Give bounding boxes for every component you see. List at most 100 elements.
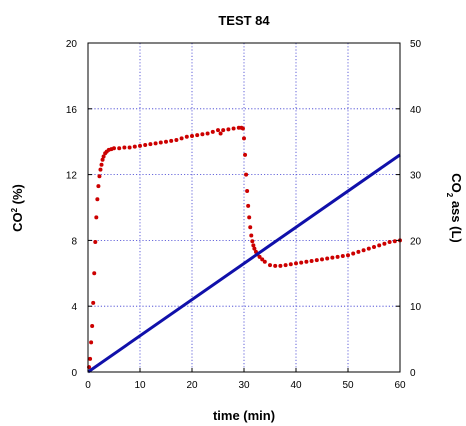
data-point: [200, 132, 205, 137]
data-point: [356, 249, 361, 254]
data-point: [164, 139, 168, 144]
data-point: [249, 233, 254, 238]
data-point: [299, 260, 304, 265]
x-tick-labels: 0 10 20 30 40 50 60: [85, 368, 406, 391]
data-point: [226, 127, 231, 132]
data-point: [99, 162, 104, 167]
data-point: [288, 262, 293, 267]
data-point: [294, 261, 298, 266]
y-left-tick-label: 16: [66, 105, 78, 116]
data-point: [169, 138, 174, 143]
data-point: [382, 241, 387, 246]
data-point: [132, 144, 137, 149]
data-point: [138, 143, 142, 148]
data-point: [216, 128, 220, 133]
data-point: [372, 244, 376, 249]
plot-frame: [87, 42, 401, 373]
data-point: [231, 126, 236, 131]
red-series-points: [87, 125, 402, 370]
data-point: [94, 215, 99, 220]
x-tick-label: 20: [186, 380, 198, 391]
x-tick-label: 10: [134, 380, 146, 391]
data-point: [252, 246, 257, 251]
data-point: [218, 131, 223, 136]
data-point: [205, 131, 210, 136]
data-point: [340, 254, 345, 259]
data-point: [112, 146, 116, 151]
data-point: [88, 356, 93, 361]
data-point: [101, 154, 106, 159]
data-point: [366, 246, 371, 251]
data-point: [117, 146, 122, 151]
data-point: [92, 271, 97, 276]
data-point: [221, 128, 226, 133]
y-left-tick-label: 20: [66, 39, 78, 50]
data-point: [320, 257, 324, 262]
series-line: [87, 153, 401, 374]
x-tick-label: 40: [290, 380, 302, 391]
data-point: [158, 140, 163, 145]
y-right-tick-label: 10: [410, 302, 422, 313]
data-point: [268, 263, 272, 268]
data-point: [242, 136, 246, 141]
data-point: [127, 145, 132, 150]
data-point: [174, 138, 179, 143]
data-point: [260, 257, 265, 262]
data-point: [278, 263, 283, 268]
data-point: [153, 141, 158, 146]
y-right-tick-label: 40: [410, 105, 422, 116]
data-point: [250, 239, 255, 244]
data-point: [251, 243, 256, 248]
grid-lines: [88, 43, 400, 372]
data-point: [361, 248, 366, 253]
data-point: [96, 184, 101, 189]
data-point: [184, 134, 189, 139]
data-point: [387, 240, 392, 245]
y-left-tick-label: 12: [66, 171, 78, 182]
x-axis-label: time (min): [213, 408, 275, 423]
y-right-tick-label: 20: [410, 236, 422, 247]
data-point: [190, 133, 194, 138]
y-right-tick-labels: 0 10 20 30 40 50: [396, 39, 422, 379]
data-point: [351, 251, 356, 256]
data-point: [309, 258, 314, 263]
data-point: [95, 197, 100, 202]
data-point: [273, 263, 278, 268]
blue-series-line: [87, 153, 401, 374]
x-tick-label: 0: [85, 380, 91, 391]
data-point: [90, 323, 95, 328]
data-point: [122, 145, 127, 150]
y-right-tick-label: 50: [410, 39, 422, 50]
x-tick-label: 30: [238, 380, 250, 391]
data-point: [314, 258, 319, 263]
data-point: [243, 152, 248, 157]
y-left-tick-label: 0: [71, 368, 77, 379]
y-left-axis-label: CO2 (%): [10, 184, 25, 232]
data-point: [98, 167, 103, 172]
data-point: [240, 126, 245, 131]
data-point: [148, 142, 153, 147]
data-point: [93, 240, 98, 245]
data-point: [330, 255, 335, 260]
data-point: [143, 142, 148, 147]
y-right-tick-label: 0: [410, 368, 416, 379]
x-tick-label: 60: [394, 380, 406, 391]
data-point: [262, 259, 267, 264]
data-point: [245, 189, 250, 194]
data-point: [97, 174, 102, 179]
data-point: [89, 340, 94, 345]
data-point: [248, 225, 253, 230]
data-point: [346, 253, 350, 258]
data-point: [283, 263, 288, 268]
data-point: [377, 243, 382, 248]
data-point: [91, 300, 96, 305]
data-point: [179, 136, 184, 141]
y-left-tick-labels: 0 4 8 12 16 20: [66, 39, 92, 379]
data-point: [247, 215, 252, 220]
data-point: [210, 129, 215, 134]
y-left-tick-label: 8: [71, 236, 77, 247]
data-point: [392, 239, 397, 244]
y-left-tick-label: 4: [71, 302, 77, 313]
data-point: [100, 157, 105, 162]
